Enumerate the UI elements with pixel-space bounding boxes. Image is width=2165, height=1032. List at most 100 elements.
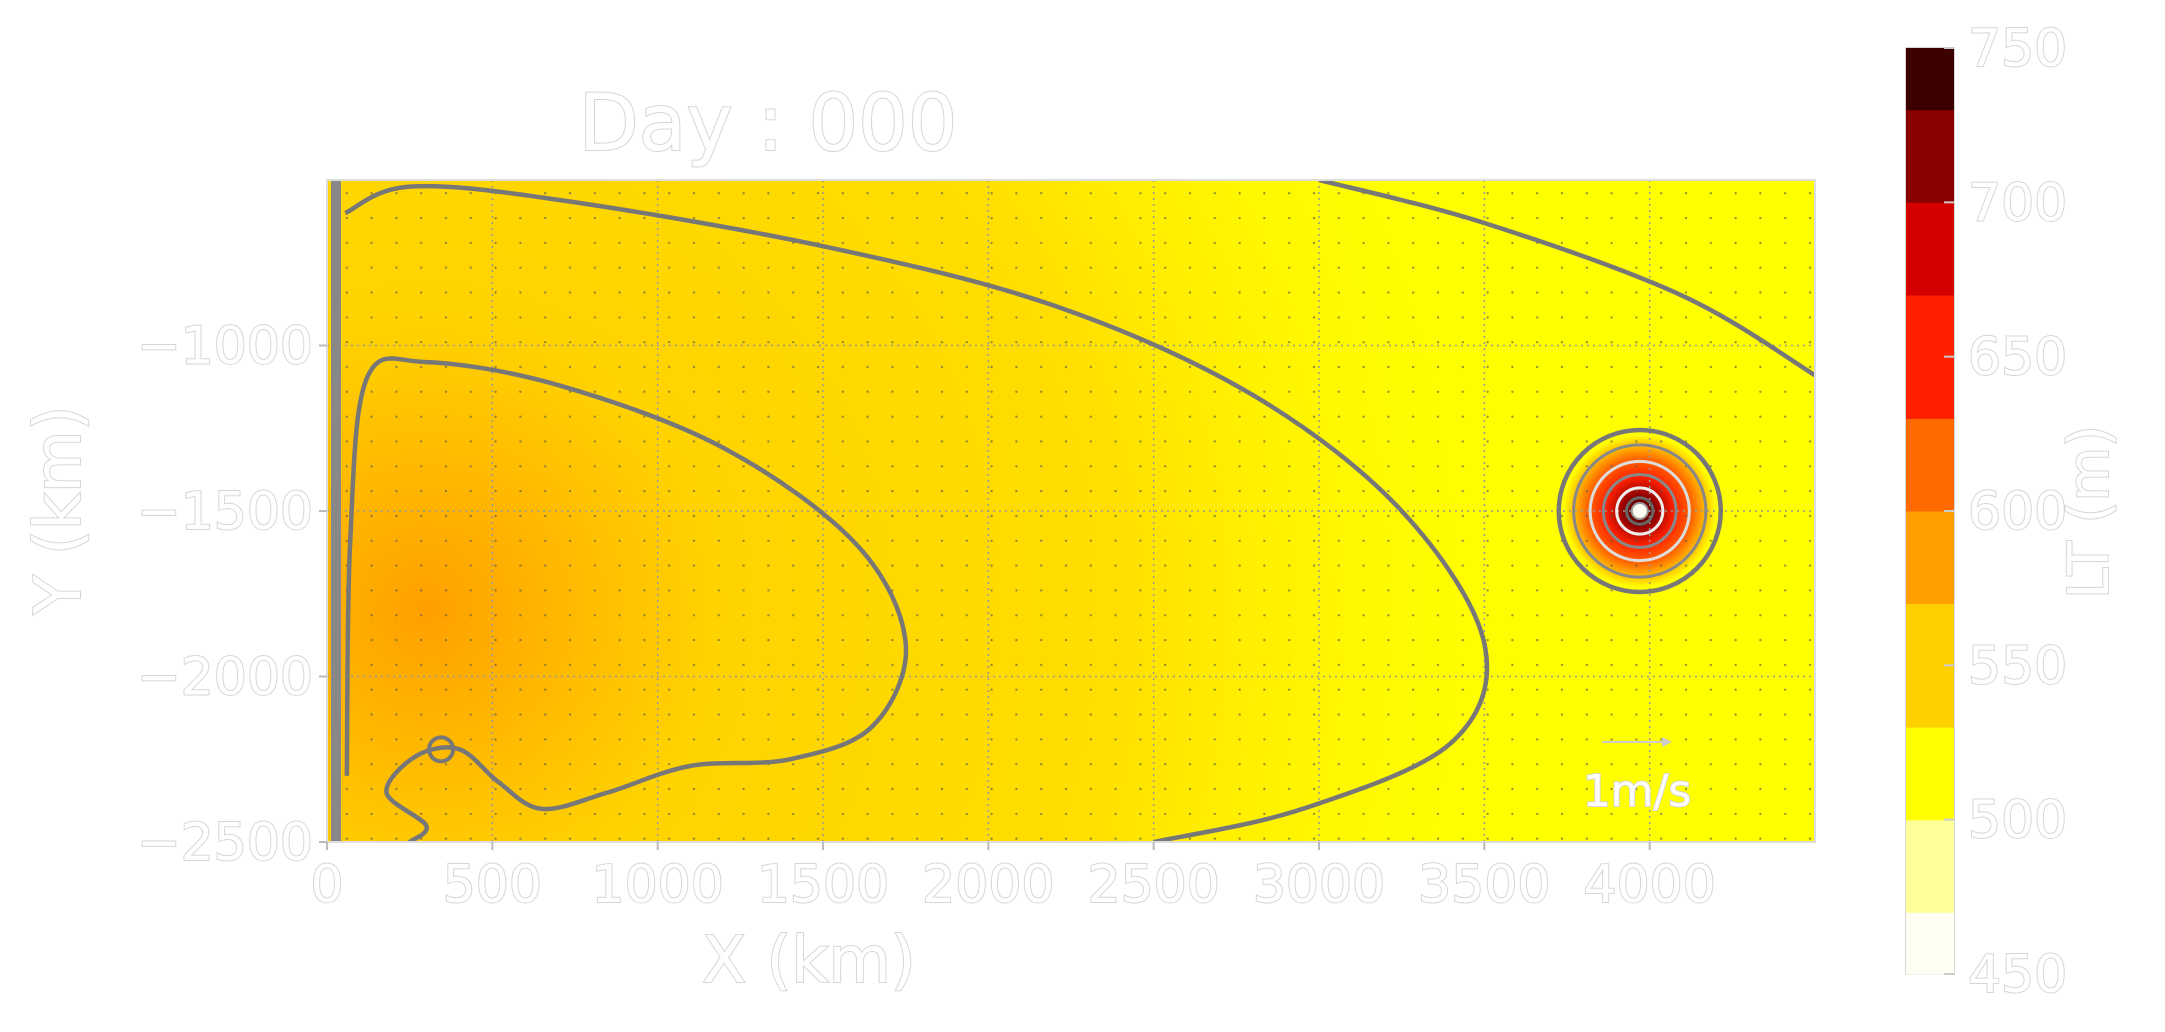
vector-marker <box>1015 365 1018 369</box>
vector-marker <box>1461 713 1465 716</box>
vector-marker <box>1213 266 1217 269</box>
vector-marker <box>1784 465 1787 468</box>
vector-marker <box>1064 589 1068 592</box>
vector-marker <box>1734 415 1737 418</box>
vector-marker <box>940 216 944 220</box>
vector-marker <box>1089 390 1093 393</box>
vector-marker <box>1040 663 1043 667</box>
vector-marker <box>1560 787 1564 791</box>
vector-marker <box>1709 713 1713 716</box>
vector-marker <box>717 514 720 518</box>
vector-marker <box>519 465 522 468</box>
vector-marker <box>1040 216 1043 220</box>
vector-marker <box>1064 390 1068 393</box>
vector-marker <box>1114 241 1117 245</box>
vector-marker <box>544 192 547 195</box>
vector-marker <box>717 192 720 195</box>
vector-marker <box>1040 738 1043 741</box>
vector-marker <box>668 316 671 319</box>
vector-marker <box>1784 489 1787 493</box>
vector-marker <box>891 713 894 716</box>
vector-marker <box>568 638 572 642</box>
vector-marker <box>1139 713 1142 716</box>
vector-marker <box>1635 763 1638 766</box>
vector-marker <box>940 266 944 269</box>
vector-marker <box>1164 316 1167 319</box>
vector-marker <box>469 390 472 393</box>
vector-marker <box>1511 241 1514 245</box>
vector-marker <box>1660 564 1663 567</box>
vector-marker <box>1610 241 1613 245</box>
vector-marker <box>1635 638 1638 642</box>
vector-marker <box>1139 341 1142 344</box>
vector-marker <box>1337 341 1341 344</box>
vector-marker <box>370 787 373 791</box>
vector-marker <box>1610 564 1613 567</box>
vector-marker <box>1635 539 1638 542</box>
vector-marker <box>1436 638 1440 642</box>
vector-marker <box>1660 341 1663 344</box>
vector-marker <box>1288 738 1291 741</box>
vector-marker <box>444 713 448 716</box>
vector-marker <box>891 192 894 195</box>
velocity-vector-grid <box>345 192 1812 840</box>
eddy-center <box>1630 502 1649 520</box>
vector-marker <box>1238 837 1241 840</box>
vector-marker <box>1610 614 1613 617</box>
vector-marker <box>1089 564 1093 567</box>
vector-marker <box>1709 316 1713 319</box>
vector-marker <box>1784 589 1787 592</box>
vector-marker <box>1461 241 1465 245</box>
vector-marker <box>1709 192 1713 195</box>
vector-marker <box>469 638 472 642</box>
vector-marker <box>767 316 770 319</box>
contour-lines <box>344 180 1815 842</box>
vector-marker <box>519 539 522 542</box>
vector-marker <box>1089 812 1093 816</box>
vector-marker <box>370 390 373 393</box>
vector-marker <box>1560 614 1564 617</box>
vector-marker <box>717 787 720 791</box>
vector-marker <box>494 514 497 518</box>
vector-marker <box>544 763 547 766</box>
vector-marker <box>1188 663 1192 667</box>
vector-marker <box>544 440 547 443</box>
vector-marker <box>618 415 621 418</box>
vector-marker <box>1660 763 1663 766</box>
vector-marker <box>1684 415 1688 418</box>
vector-marker <box>866 539 869 542</box>
vector-marker <box>1015 763 1018 766</box>
vector-marker <box>618 663 621 667</box>
vector-marker <box>1213 713 1217 716</box>
vector-marker <box>1734 440 1737 443</box>
vector-marker <box>717 837 720 840</box>
vector-marker <box>717 713 720 716</box>
vector-marker <box>1362 241 1365 245</box>
vector-marker <box>1759 688 1762 691</box>
vector-marker <box>1734 465 1737 468</box>
vector-marker <box>1560 216 1564 220</box>
vector-marker <box>1808 316 1812 319</box>
vector-marker <box>469 316 472 319</box>
vector-marker <box>618 316 621 319</box>
vector-marker <box>1040 514 1043 518</box>
vector-marker <box>1312 291 1316 294</box>
vector-marker <box>1560 638 1564 642</box>
vector-marker <box>643 638 646 642</box>
vector-marker <box>1684 241 1688 245</box>
vector-marker <box>618 465 621 468</box>
vector-marker <box>1759 663 1762 667</box>
vector-marker <box>1188 216 1192 220</box>
vector-marker <box>841 837 844 840</box>
vector-marker <box>1610 738 1613 741</box>
vector-marker <box>1015 738 1018 741</box>
vector-marker <box>1660 663 1663 667</box>
colorbar-bands <box>1906 48 1954 975</box>
vector-marker <box>1660 316 1663 319</box>
vector-marker <box>841 465 844 468</box>
vector-marker <box>891 763 894 766</box>
vector-marker <box>444 812 448 816</box>
vector-marker <box>792 216 795 220</box>
vector-marker <box>1114 638 1117 642</box>
vector-marker <box>1312 415 1316 418</box>
